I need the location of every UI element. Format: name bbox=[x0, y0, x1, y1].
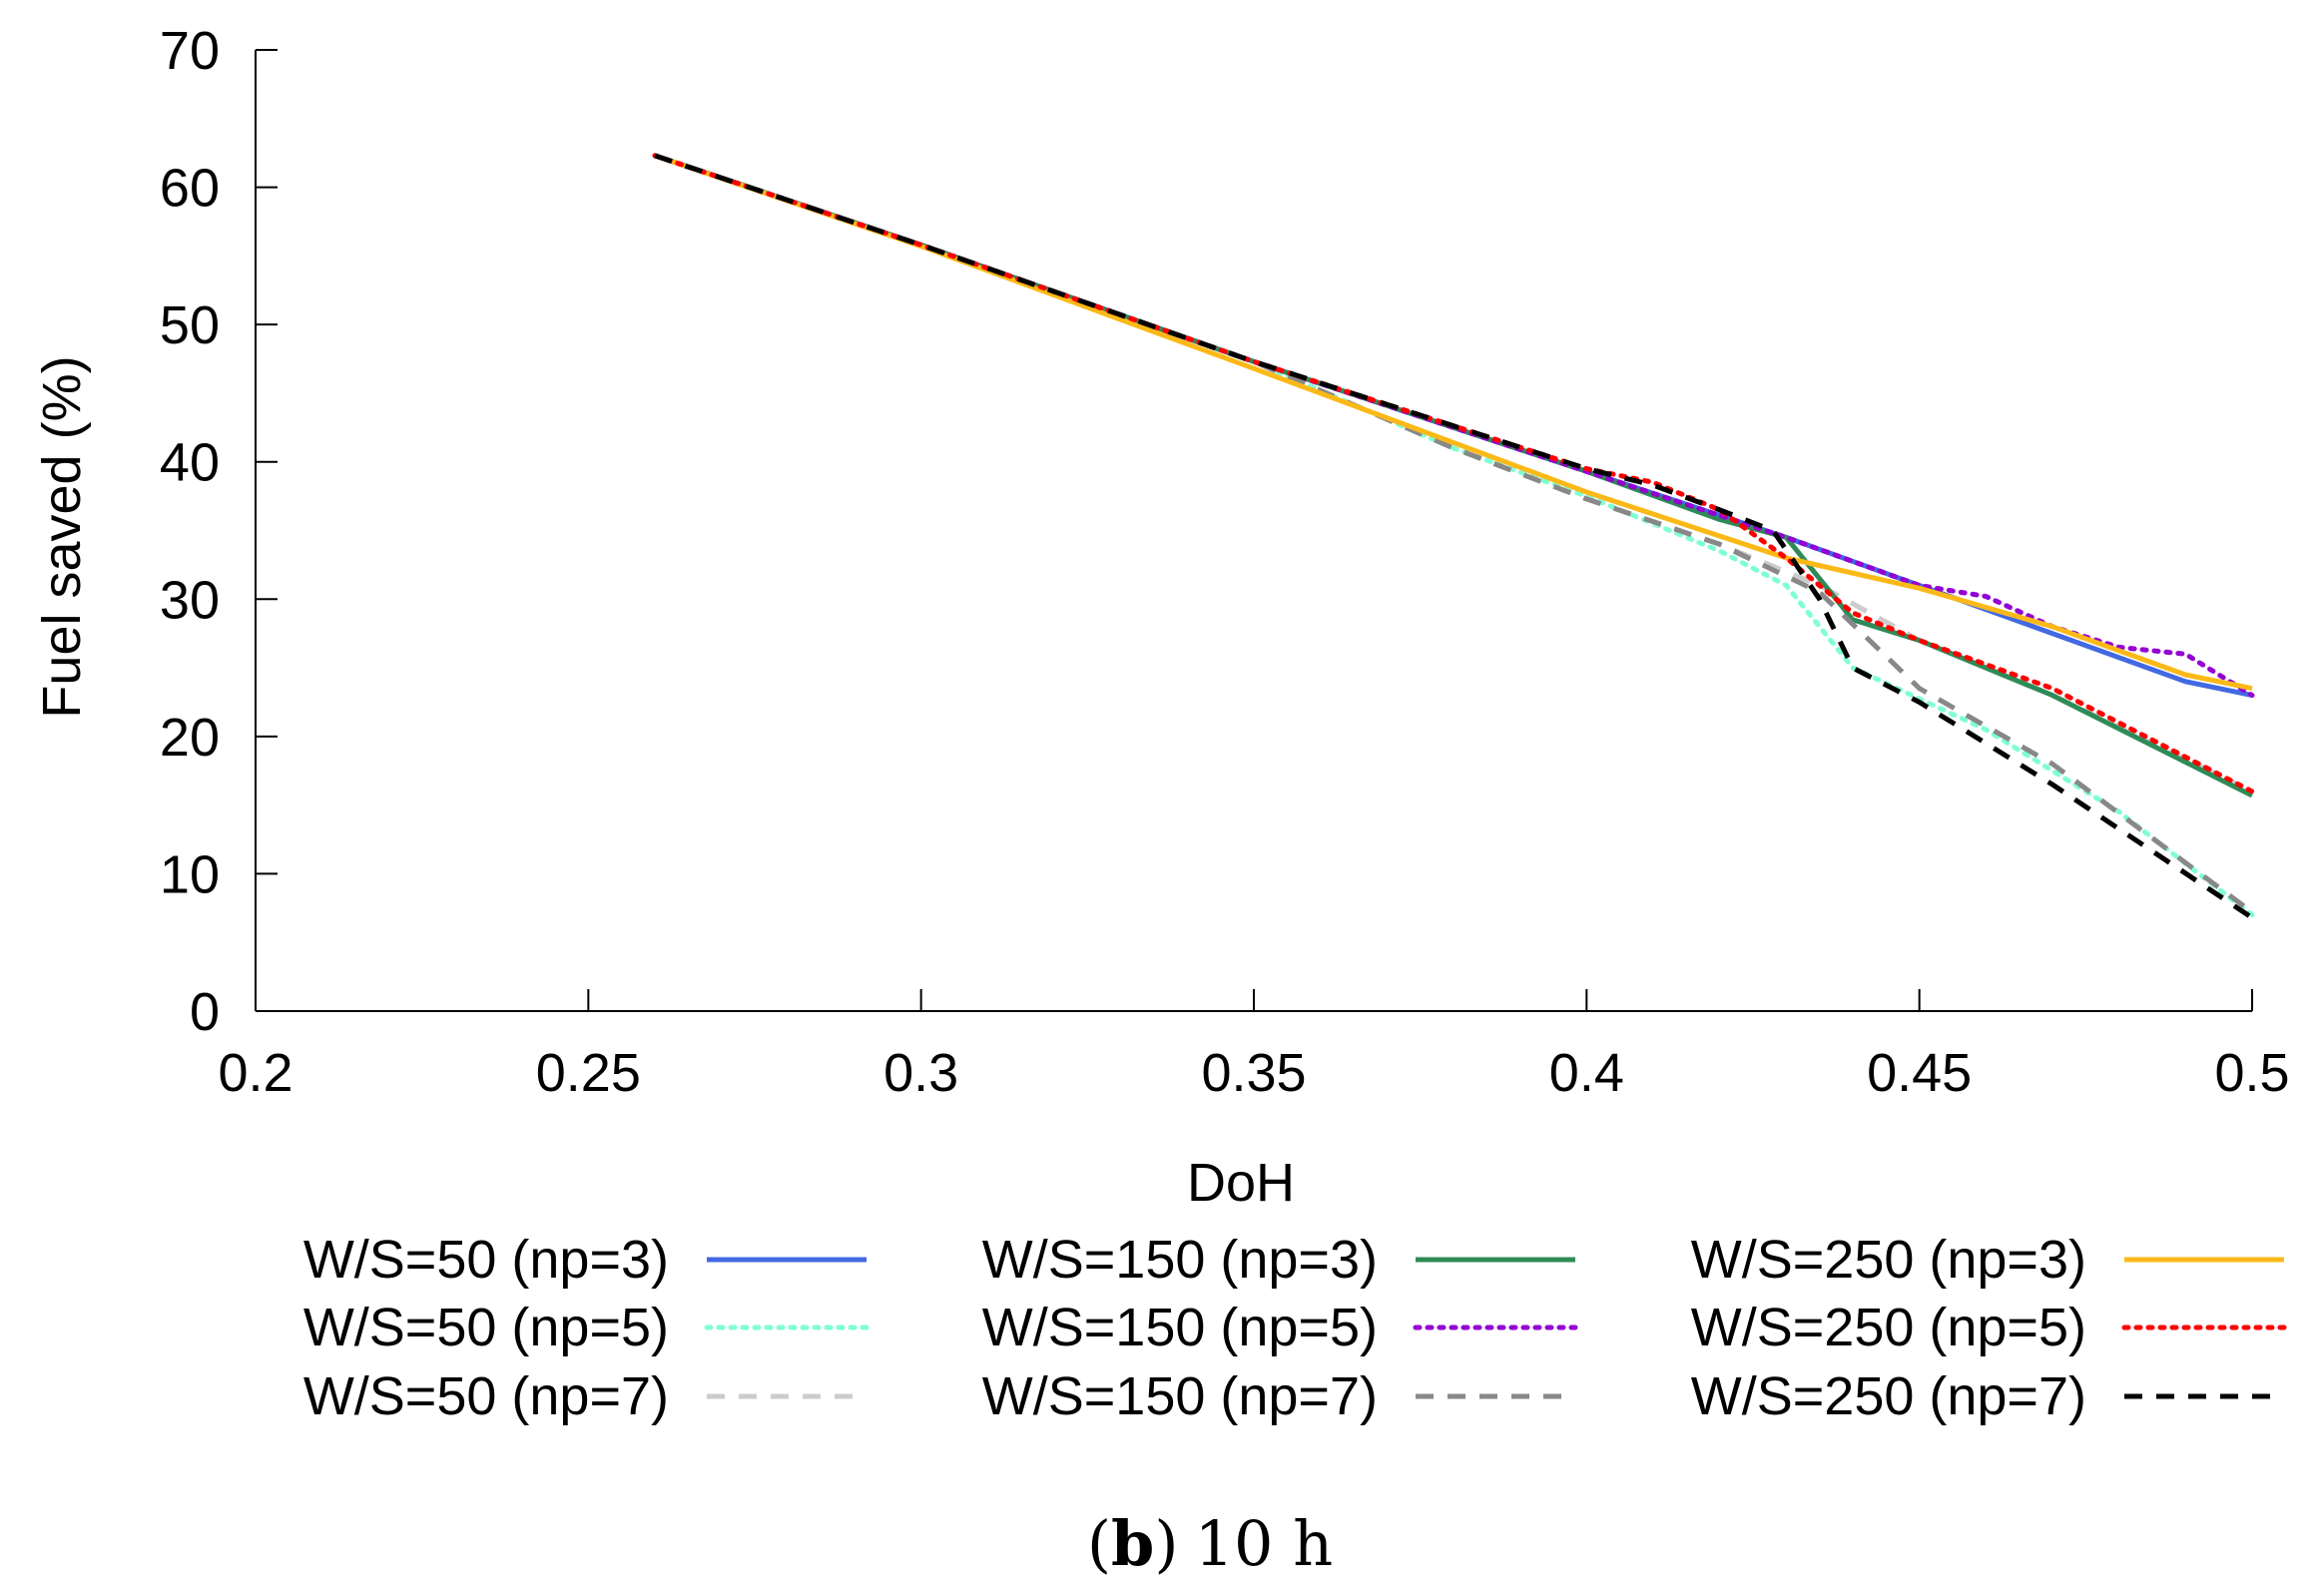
legend-label: W/S=150 (np=7) bbox=[982, 1366, 1378, 1426]
legend-label: W/S=150 (np=3) bbox=[982, 1230, 1378, 1290]
legend-label: W/S=250 (np=3) bbox=[1691, 1230, 2086, 1290]
x-axis-title: DoH bbox=[1187, 1153, 1295, 1213]
legend: W/S=50 (np=3) W/S=50 (np=5) W/S=50 (np=7) W… bbox=[303, 1230, 2287, 1426]
series-line-4 bbox=[654, 153, 2254, 798]
series-line-7 bbox=[654, 153, 2253, 692]
legend-label: W/S=50 (np=5) bbox=[303, 1298, 669, 1357]
axes: 0.2 0.25 0.3 0.35 0.4 0.45 0.5 0 10 20 30 40 50 60 70 bbox=[160, 21, 2290, 1103]
y-tick-label: 50 bbox=[160, 295, 220, 355]
legend-label: W/S=150 (np=5) bbox=[982, 1298, 1378, 1357]
figure-caption: (b) 10 h bbox=[1087, 1507, 1333, 1580]
y-tick-label: 30 bbox=[160, 570, 220, 630]
y-tick-label: 40 bbox=[160, 433, 220, 493]
series-line-3 bbox=[654, 153, 2254, 795]
caption-text: 10 h bbox=[1195, 1507, 1334, 1580]
series-lines bbox=[652, 153, 2255, 920]
y-tick-label: 60 bbox=[160, 159, 220, 219]
y-tick-label: 0 bbox=[190, 982, 220, 1042]
series-line-2 bbox=[652, 153, 2255, 918]
y-axis-title: Fuel saved (%) bbox=[32, 355, 92, 718]
y-tick-label: 70 bbox=[160, 21, 220, 81]
series-line-8 bbox=[652, 153, 2255, 795]
legend-label: W/S=250 (np=7) bbox=[1691, 1366, 2086, 1426]
x-tick-label: 0.35 bbox=[1201, 1043, 1306, 1103]
caption-paren-close: ) bbox=[1154, 1507, 1178, 1580]
x-tick-label: 0.45 bbox=[1867, 1043, 1972, 1103]
x-tick-label: 0.25 bbox=[536, 1043, 641, 1103]
x-tick-label: 0.5 bbox=[2214, 1043, 2289, 1103]
x-tick-label: 0.4 bbox=[1549, 1043, 1624, 1103]
caption-letter: b bbox=[1111, 1507, 1154, 1580]
legend-label: W/S=250 (np=5) bbox=[1691, 1298, 2086, 1357]
series-line-9 bbox=[654, 153, 2254, 920]
x-tick-label: 0.3 bbox=[883, 1043, 958, 1103]
y-tick-label: 10 bbox=[160, 844, 220, 904]
series-line-6 bbox=[654, 153, 2254, 914]
legend-label: W/S=50 (np=3) bbox=[303, 1230, 669, 1290]
y-tick-label: 20 bbox=[160, 708, 220, 768]
caption-paren-open: ( bbox=[1087, 1507, 1111, 1580]
legend-label: W/S=50 (np=7) bbox=[303, 1366, 669, 1426]
x-tick-label: 0.2 bbox=[218, 1043, 292, 1103]
